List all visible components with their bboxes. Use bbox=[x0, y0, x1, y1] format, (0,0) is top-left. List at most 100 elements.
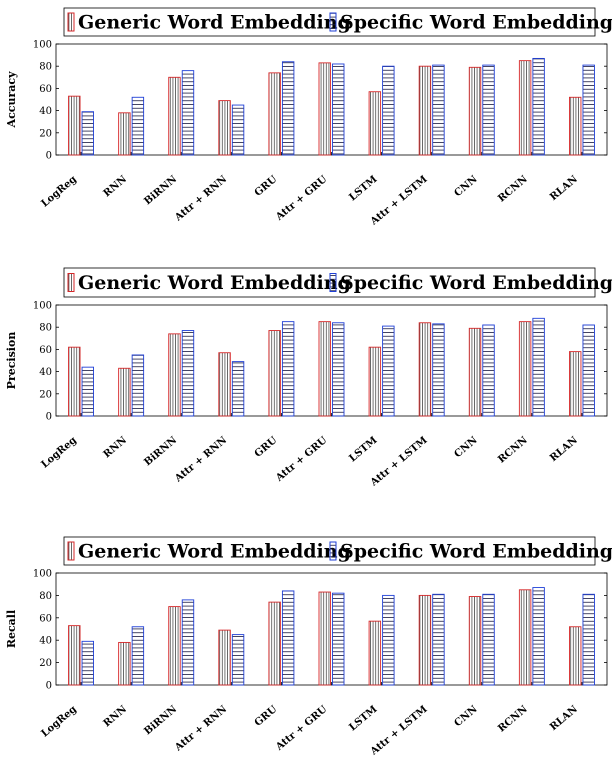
bar-generic bbox=[468, 596, 482, 686]
bar-specific bbox=[382, 65, 395, 156]
bar-generic bbox=[68, 346, 81, 417]
bar-generic bbox=[268, 601, 281, 686]
y-tick-label: 40 bbox=[39, 636, 52, 647]
x-tick-label: LogReg bbox=[39, 704, 79, 740]
x-tick-label: GRU bbox=[253, 174, 280, 199]
bar-specific bbox=[432, 323, 445, 417]
x-tick-label: CNN bbox=[453, 435, 480, 460]
x-tick-label: RLAN bbox=[548, 174, 580, 203]
legend-label: Specific Word Embedding bbox=[340, 12, 612, 34]
legend-label: Specific Word Embedding bbox=[340, 272, 612, 294]
bar-specific bbox=[332, 592, 345, 686]
bar-generic bbox=[518, 321, 532, 417]
bar-generic bbox=[168, 333, 181, 417]
bar-generic bbox=[168, 606, 181, 686]
x-tick-label: RNN bbox=[102, 174, 129, 200]
bar-specific bbox=[231, 634, 245, 686]
bar-specific bbox=[582, 324, 595, 417]
bar-generic bbox=[368, 346, 382, 417]
x-tick-label: CNN bbox=[453, 704, 480, 729]
bar-specific bbox=[131, 626, 145, 686]
y-tick-label: 0 bbox=[46, 151, 52, 162]
x-tick-label: Attr + RNN bbox=[172, 704, 229, 754]
bar-specific bbox=[432, 64, 445, 156]
x-tick-label: RCNN bbox=[496, 435, 530, 466]
bar-specific bbox=[81, 111, 94, 156]
x-tick-label: LSTM bbox=[347, 174, 379, 203]
bar-specific bbox=[532, 587, 545, 686]
x-tick-label: RLAN bbox=[548, 704, 580, 733]
bar-specific bbox=[482, 324, 495, 417]
y-tick-label: 0 bbox=[46, 412, 52, 423]
bar-specific bbox=[332, 63, 345, 156]
x-tick-label: LSTM bbox=[347, 704, 379, 733]
y-axis-label: Recall bbox=[5, 610, 18, 648]
bar-specific bbox=[482, 593, 495, 686]
bar-specific bbox=[81, 640, 94, 686]
bar-generic bbox=[518, 589, 532, 686]
bar-generic bbox=[318, 62, 331, 156]
x-tick-label: Attr + RNN bbox=[172, 435, 229, 485]
bar-generic bbox=[168, 76, 181, 156]
x-tick-label: Attr + GRU bbox=[273, 435, 329, 485]
y-tick-label: 20 bbox=[39, 389, 52, 400]
x-tick-label: RCNN bbox=[496, 174, 530, 205]
x-tick-label: RCNN bbox=[496, 704, 530, 735]
bar-generic bbox=[118, 112, 131, 156]
bar-generic bbox=[569, 96, 582, 156]
y-tick-label: 80 bbox=[39, 323, 52, 334]
x-tick-label: GRU bbox=[253, 704, 280, 729]
bar-generic bbox=[118, 641, 131, 686]
x-tick-label: LSTM bbox=[347, 435, 379, 464]
x-tick-label: Attr + GRU bbox=[273, 704, 329, 754]
legend-label: Generic Word Embedding bbox=[78, 272, 351, 294]
bar-specific bbox=[482, 64, 495, 156]
x-tick-label: BiRNN bbox=[142, 704, 179, 737]
bar-generic bbox=[218, 629, 231, 686]
bar-generic bbox=[218, 100, 231, 156]
y-tick-label: 100 bbox=[33, 301, 52, 312]
bar-specific bbox=[131, 354, 145, 417]
legend-swatch-specific bbox=[329, 12, 337, 32]
bar-specific bbox=[432, 593, 445, 686]
y-tick-label: 80 bbox=[39, 62, 52, 73]
bar-specific bbox=[181, 70, 195, 156]
y-tick-label: 60 bbox=[39, 84, 52, 95]
x-tick-label: Attr + GRU bbox=[273, 174, 329, 224]
bar-specific bbox=[181, 599, 195, 686]
x-tick-label: RNN bbox=[102, 435, 129, 461]
bar-generic bbox=[68, 95, 81, 156]
bar-specific bbox=[281, 590, 295, 686]
legend-swatch-generic bbox=[67, 541, 75, 561]
legend-label: Generic Word Embedding bbox=[78, 12, 351, 34]
y-tick-label: 60 bbox=[39, 345, 52, 356]
bar-generic bbox=[569, 626, 582, 686]
bar-specific bbox=[281, 61, 295, 156]
x-tick-label: BiRNN bbox=[142, 435, 179, 468]
bar-specific bbox=[81, 366, 94, 417]
bar-generic bbox=[318, 591, 331, 686]
legend-label: Specific Word Embedding bbox=[340, 541, 612, 563]
bar-generic bbox=[368, 91, 382, 156]
bar-generic bbox=[68, 625, 81, 686]
bar-generic bbox=[268, 330, 281, 417]
bar-generic bbox=[518, 60, 532, 156]
x-tick-label: CNN bbox=[453, 174, 480, 199]
bar-specific bbox=[131, 96, 145, 156]
bar-generic bbox=[569, 351, 582, 417]
bar-specific bbox=[582, 593, 595, 686]
bar-specific bbox=[532, 317, 545, 417]
y-tick-label: 20 bbox=[39, 658, 52, 669]
x-tick-label: GRU bbox=[253, 435, 280, 460]
bar-generic bbox=[218, 352, 231, 417]
legend-swatch-specific bbox=[329, 541, 337, 561]
y-axis-label: Accuracy bbox=[5, 71, 18, 129]
x-tick-label: BiRNN bbox=[142, 174, 179, 207]
y-tick-label: 0 bbox=[46, 681, 52, 692]
bar-specific bbox=[532, 57, 545, 156]
